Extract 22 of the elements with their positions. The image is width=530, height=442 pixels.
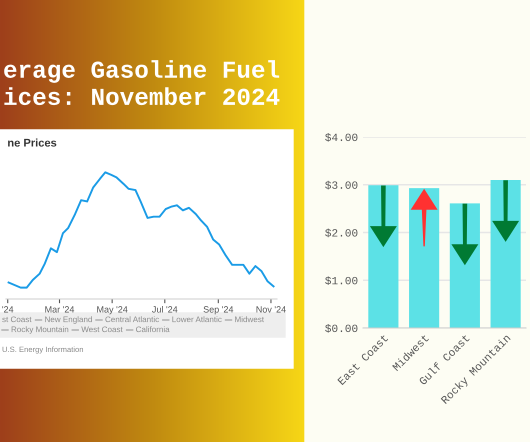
- text: Midwest: [235, 316, 264, 322]
- y-tick-label: $0.00: [325, 324, 358, 333]
- x-tick-label: Jul '24: [152, 306, 178, 313]
- text: Lower Atlantic: [172, 316, 222, 322]
- text: erage Gasoline Fuel ices: November 2024: [4, 60, 280, 106]
- text: st Coast: [2, 316, 32, 322]
- y-tick-label: $2.00: [325, 228, 358, 238]
- y-tick-label: $3.00: [325, 180, 358, 190]
- bar: [409, 188, 440, 328]
- x-tick-label: '24: [2, 306, 14, 312]
- text: Central Atlantic: [105, 316, 159, 322]
- x-tick-label: Sep '24: [204, 306, 234, 314]
- text: New England: [45, 316, 92, 324]
- x-tick-label: Mar '24: [45, 306, 74, 313]
- text: Rocky Mountain: [12, 326, 68, 334]
- text: California: [136, 326, 170, 332]
- y-tick-label: $4.00: [325, 133, 358, 142]
- x-tick-label: Nov '24: [256, 306, 286, 313]
- x-tick-label: May '24: [97, 306, 128, 314]
- chart-title: ne Prices: [8, 138, 56, 147]
- text: West Coast: [81, 326, 123, 332]
- y-tick-label: $1.00: [325, 276, 358, 286]
